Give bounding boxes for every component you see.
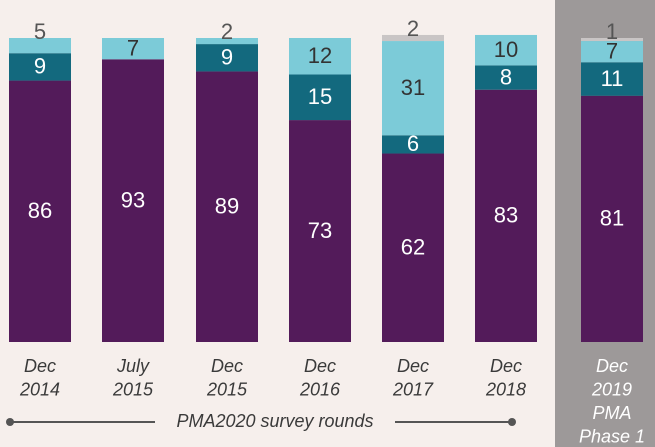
x-tick-label: Dec xyxy=(596,356,628,376)
segment-label: 5 xyxy=(34,19,46,44)
bar-segment xyxy=(196,71,258,342)
bar-segment xyxy=(581,62,643,96)
annotation: PMA2020 survey rounds xyxy=(176,411,373,431)
bar-segment xyxy=(102,38,164,60)
x-tick-label: 2015 xyxy=(206,379,248,399)
segment-label: 2 xyxy=(407,16,419,41)
segment-label: 10 xyxy=(494,37,518,62)
bar-segment xyxy=(475,65,537,90)
segment-label: 89 xyxy=(215,194,239,219)
x-tick-label: Phase 1 xyxy=(579,426,645,446)
bar-segment xyxy=(102,59,164,342)
segment-label: 12 xyxy=(308,43,332,68)
segment-label: 86 xyxy=(28,198,52,223)
segment-label: 83 xyxy=(494,203,518,228)
bar-segment xyxy=(196,44,258,72)
segment-label: 31 xyxy=(401,75,425,100)
x-tick-label: Dec xyxy=(490,356,522,376)
x-tick-label: July xyxy=(116,356,150,376)
x-tick-label: PMA xyxy=(592,403,631,423)
bar-segment xyxy=(382,34,444,42)
segment-label: 7 xyxy=(606,38,618,63)
segment-label: 7 xyxy=(127,35,139,60)
bar-segment xyxy=(581,95,643,342)
x-tick-label: 2019 xyxy=(591,379,632,399)
bar-segment xyxy=(382,135,444,154)
segment-label: 73 xyxy=(308,218,332,243)
bar-segment xyxy=(382,41,444,136)
segment-label: 9 xyxy=(221,45,233,70)
x-tick-label: 2016 xyxy=(299,379,341,399)
bar-segment xyxy=(581,38,643,42)
bar-segment xyxy=(289,120,351,342)
bracket-dot xyxy=(6,418,14,426)
segment-label: 8 xyxy=(500,64,512,89)
segment-label: 15 xyxy=(308,84,332,109)
bar-segment xyxy=(9,53,71,81)
segment-label: 1 xyxy=(606,19,618,44)
segment-label: 11 xyxy=(601,66,624,91)
x-tick-label: 2014 xyxy=(19,379,60,399)
segment-label: 93 xyxy=(121,187,145,212)
bar-segment xyxy=(475,34,537,66)
bracket-dot xyxy=(508,418,516,426)
bar-segment xyxy=(475,89,537,343)
bar-segment xyxy=(9,38,71,54)
bar-segment xyxy=(382,153,444,342)
segment-label: 6 xyxy=(407,131,419,156)
bar-segment xyxy=(196,38,258,45)
segment-label: 9 xyxy=(34,54,46,79)
bar-segment xyxy=(289,38,351,75)
x-tick-label: Dec xyxy=(304,356,336,376)
segment-label: 2 xyxy=(221,19,233,44)
x-tick-label: 2015 xyxy=(112,379,154,399)
x-tick-label: Dec xyxy=(24,356,56,376)
bar-segment xyxy=(581,41,643,63)
bar-segment xyxy=(289,74,351,121)
x-tick-label: Dec xyxy=(397,356,429,376)
segment-label: 81 xyxy=(600,206,624,231)
x-tick-label: 2018 xyxy=(485,379,526,399)
x-tick-label: 2017 xyxy=(392,379,434,399)
segment-label: 62 xyxy=(401,235,425,260)
x-tick-label: Dec xyxy=(211,356,243,376)
bar-segment xyxy=(9,80,71,342)
